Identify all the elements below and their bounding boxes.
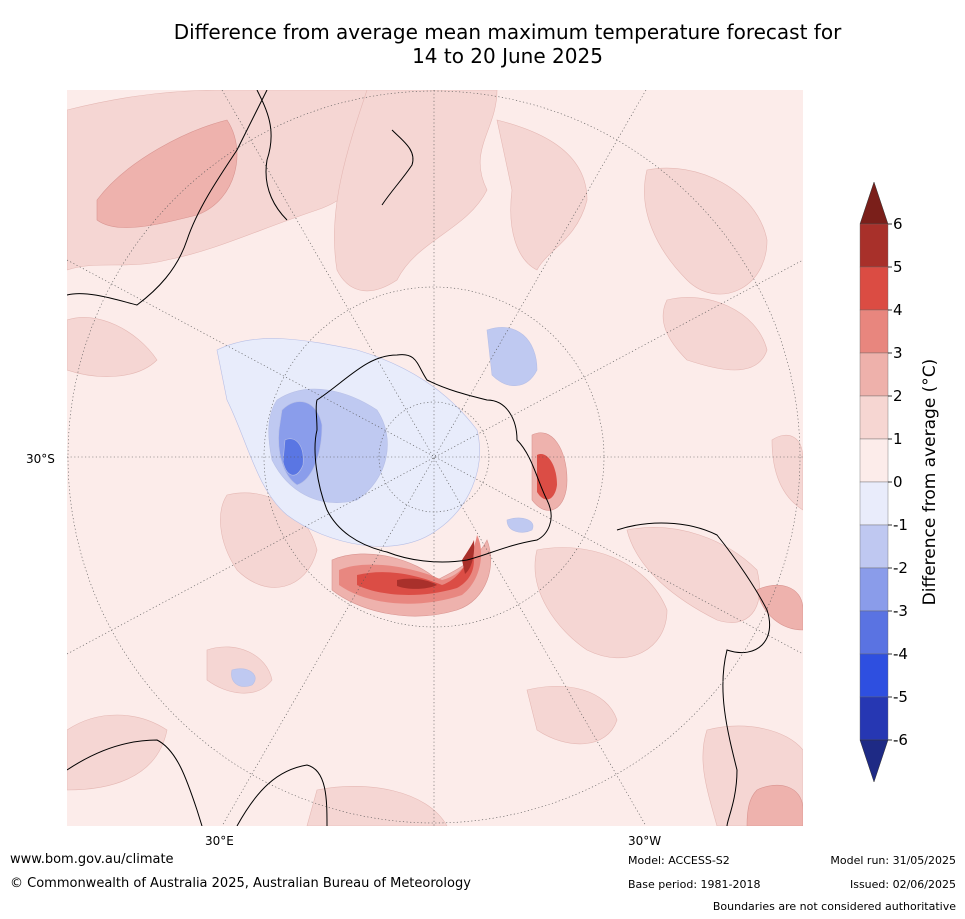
lat-label-30s: 30°S <box>26 452 55 466</box>
colorbar-bin <box>859 610 889 655</box>
colorbar-bin <box>859 352 889 397</box>
colorbar-bin <box>859 438 889 483</box>
colorbar-tick-label: 3 <box>893 344 903 362</box>
title-line-1: Difference from average mean maximum tem… <box>173 20 842 44</box>
footer-base-period: Base period: 1981-2018 <box>628 878 761 891</box>
colorbar-over-triangle <box>859 181 889 225</box>
footer-model: Model: ACCESS-S2 <box>628 854 730 867</box>
coastlines <box>67 90 771 826</box>
colorbar: 6 5 4 3 2 1 0 -1 -2 -3 -4 -5 -6 <box>859 181 908 783</box>
colorbar-bin <box>859 524 889 569</box>
colorbar-bin <box>859 266 889 311</box>
footer-issued: Issued: 02/06/2025 <box>849 878 956 891</box>
polar-map <box>67 90 803 826</box>
chart-title: Difference from average mean maximum tem… <box>60 20 955 68</box>
colorbar-bin <box>859 395 889 440</box>
colorbar-tick-label: 5 <box>893 258 903 276</box>
colorbar-tick-label: -5 <box>893 688 908 706</box>
colorbar-bin <box>859 481 889 526</box>
colorbar-ticks: 6 5 4 3 2 1 0 -1 -2 -3 -4 -5 -6 <box>888 215 908 749</box>
colorbar-tick-label: 4 <box>893 301 903 319</box>
graticule <box>67 90 803 826</box>
colorbar-label: Difference from average (°C) <box>920 358 940 606</box>
colorbar-tick-label: 1 <box>893 430 903 448</box>
antarctica-outline <box>314 354 552 563</box>
colorbar-under-triangle <box>859 739 889 783</box>
footer-disclaimer: Boundaries are not considered authoritat… <box>712 900 956 913</box>
lon-label-30w: 30°W <box>628 834 662 848</box>
colorbar-tick-label: 2 <box>893 387 903 405</box>
colorbar-tick-label: -1 <box>893 516 908 534</box>
africa-outline <box>67 739 203 826</box>
south-america-outline <box>616 522 771 826</box>
lon-label-30e: 30°E <box>205 834 234 848</box>
colorbar-bin <box>859 223 889 268</box>
colorbar-tick-label: 0 <box>893 473 903 491</box>
title-line-2: 14 to 20 June 2025 <box>412 44 603 68</box>
new-zealand-outline <box>381 129 414 206</box>
colorbar-tick-label: -4 <box>893 645 908 663</box>
cool-anomaly <box>216 327 538 687</box>
colorbar-tick-label: -2 <box>893 559 908 577</box>
colorbar-bin <box>859 653 889 698</box>
footer-model-run: Model run: 31/05/2025 <box>830 854 956 867</box>
colorbar-tick-label: -6 <box>893 731 908 749</box>
footer-copyright: © Commonwealth of Australia 2025, Austra… <box>10 876 471 891</box>
footer-website: www.bom.gov.au/climate <box>10 852 174 867</box>
australia-outline <box>67 90 268 306</box>
colorbar-bin <box>859 567 889 612</box>
colorbar-bin <box>859 309 889 354</box>
colorbar-bin <box>859 696 889 741</box>
colorbar-bins <box>859 181 889 783</box>
colorbar-tick-label: 6 <box>893 215 903 233</box>
colorbar-tick-label: -3 <box>893 602 908 620</box>
